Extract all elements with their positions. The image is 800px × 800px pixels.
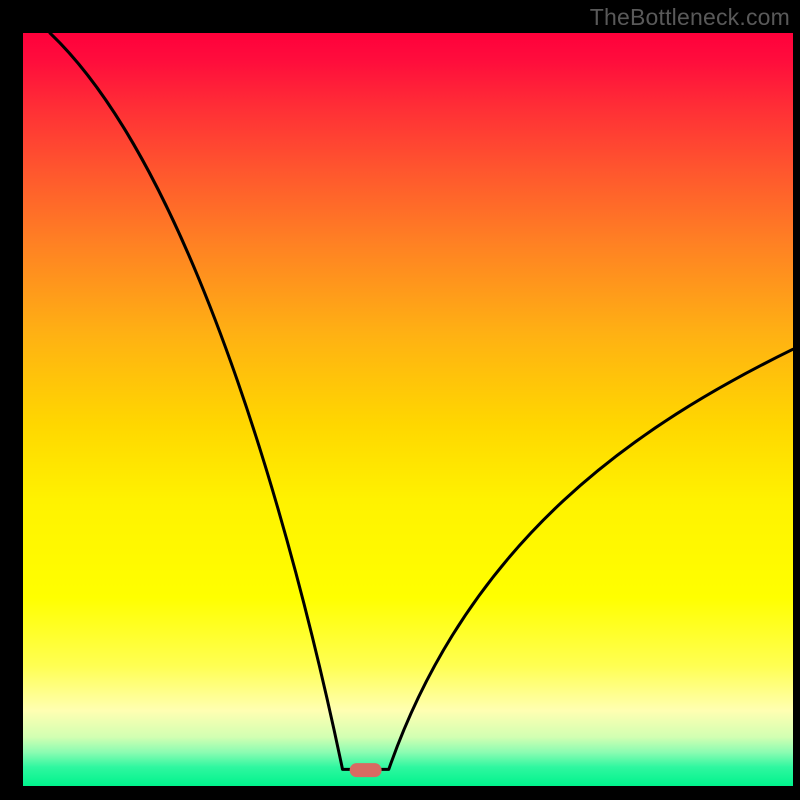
chart-stage: TheBottleneck.com [0,0,800,800]
valley-marker [350,763,382,777]
attribution-text: TheBottleneck.com [590,4,790,31]
gradient-background [23,33,793,786]
bottleneck-chart [0,0,800,800]
